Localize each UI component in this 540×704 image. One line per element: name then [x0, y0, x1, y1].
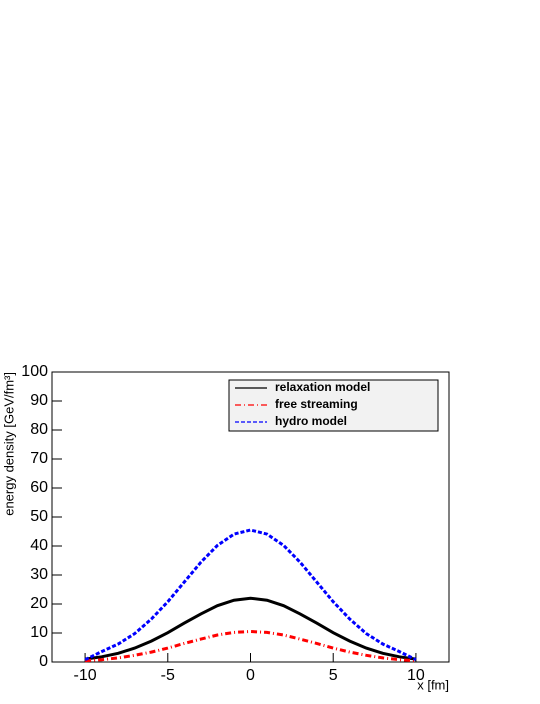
- series-line: [84, 528, 417, 662]
- y-tick-label: 0: [39, 653, 48, 670]
- y-tick-label: 90: [30, 392, 48, 409]
- x-tick-label: 0: [246, 667, 255, 684]
- x-tick-label: -5: [161, 667, 175, 684]
- series-line: [85, 629, 416, 663]
- y-tick-label: 30: [30, 566, 48, 583]
- x-tick-label: 10: [407, 667, 425, 684]
- y-tick-label: 10: [30, 624, 48, 641]
- y-tick-label: 20: [30, 595, 48, 612]
- y-axis-label: energy density [GeV/fm³]: [1, 372, 16, 516]
- y-tick-label: 60: [30, 479, 48, 496]
- y-tick-label: 80: [30, 421, 48, 438]
- legend-label: free streaming: [275, 397, 358, 411]
- y-tick-label: 40: [30, 537, 48, 554]
- x-tick-label: -10: [74, 667, 97, 684]
- y-tick-label: 100: [21, 363, 48, 380]
- legend-label: hydro model: [275, 414, 347, 428]
- y-tick-label: 50: [30, 508, 48, 525]
- series-line: [84, 596, 417, 661]
- x-tick-label: 5: [329, 667, 338, 684]
- y-tick-label: 70: [30, 450, 48, 467]
- x-axis-label: x [fm]: [417, 677, 449, 692]
- legend-label: relaxation model: [275, 380, 370, 394]
